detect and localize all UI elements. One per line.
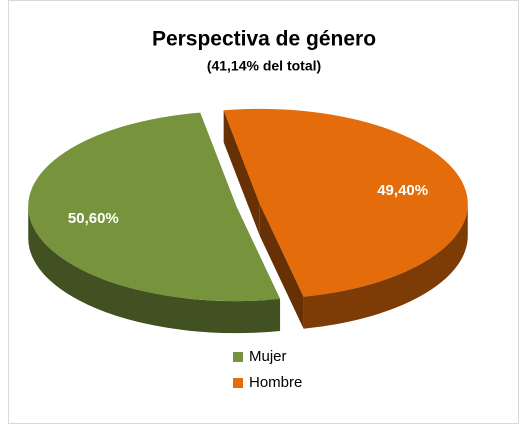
slice-side	[303, 203, 468, 329]
slice-side	[28, 206, 281, 334]
chart-title: Perspectiva de género	[152, 28, 376, 51]
slice	[223, 108, 468, 297]
legend-swatch	[233, 352, 243, 362]
slice-cut-face	[223, 110, 260, 236]
slice	[28, 112, 281, 302]
legend-label: Mujer	[249, 348, 287, 365]
data-label: 49,40%	[377, 182, 428, 199]
legend-label: Hombre	[249, 374, 302, 391]
legend-swatch	[233, 378, 243, 388]
data-label: 50,60%	[68, 210, 119, 227]
chart-subtitle: (41,14% del total)	[207, 58, 321, 74]
slice-cut-face	[259, 203, 304, 329]
